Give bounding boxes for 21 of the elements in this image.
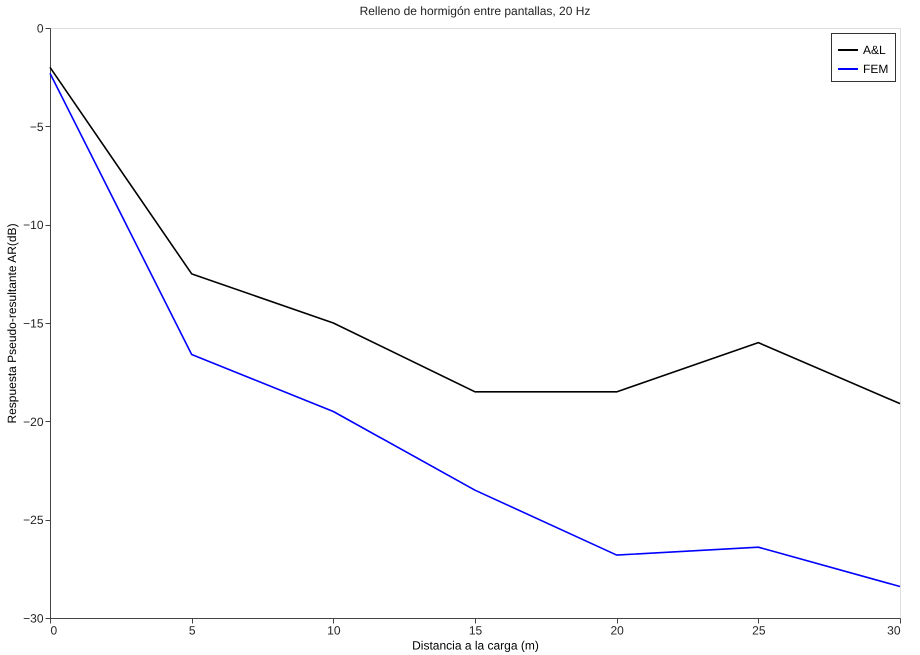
x-tick-label: 30 [887, 624, 901, 638]
y-tick-label: −10 [23, 218, 44, 232]
y-tick-label: −20 [23, 414, 44, 429]
y-axis-title: Respuesta Pseudo-resultante AR(dB) [5, 223, 20, 424]
x-tick-label: 25 [752, 624, 766, 638]
y-tick-label: −30 [23, 612, 44, 626]
x-tick-label: 15 [468, 624, 482, 638]
x-tick-label: 5 [188, 624, 196, 638]
y-tick-label: −5 [30, 120, 44, 134]
x-tick-label: 10 [327, 624, 341, 638]
line-series [49, 66, 901, 404]
legend-label: A&L [863, 43, 886, 57]
y-tick-label: −15 [23, 316, 44, 330]
y-tick-label: 0 [36, 22, 44, 36]
chart-title: Relleno de hormigón entre pantallas, 20 Hz [360, 4, 590, 18]
line-series [49, 72, 901, 588]
x-tick-label: 0 [50, 624, 58, 638]
y-tick-label: −25 [23, 513, 44, 528]
x-axis-title: Distancia a la carga (m) [412, 638, 539, 652]
x-tick-label: 20 [610, 624, 624, 638]
legend-label: FEM [863, 62, 888, 76]
